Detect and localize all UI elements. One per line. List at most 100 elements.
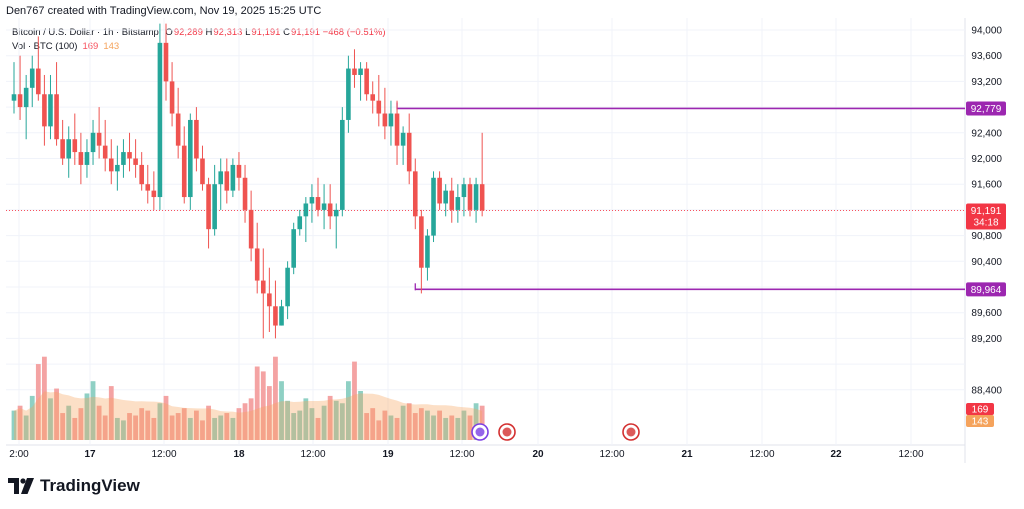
volume-bar: [333, 400, 339, 440]
high-value: 92,313: [213, 27, 243, 38]
ohlc-legend: Bitcoin / U.S. Dollar · 1h · Bitstamp O 9…: [12, 27, 386, 38]
candle-body: [376, 100, 382, 114]
volume-bar: [455, 417, 461, 440]
low-label: L: [245, 27, 251, 38]
candle-body: [72, 139, 78, 153]
candle-body: [467, 184, 473, 210]
price-tick-label: 92,000: [971, 154, 1002, 165]
current-price-label: 91,191: [971, 206, 1002, 217]
time-tick-label: 21: [681, 449, 693, 460]
candle-body: [370, 94, 376, 101]
candle-body: [273, 306, 278, 326]
us-flag-event-icon: [622, 423, 640, 441]
candle-body: [102, 145, 108, 159]
volume-bar: [60, 413, 66, 440]
candle-body: [431, 177, 436, 236]
candle-body: [218, 171, 224, 185]
volume-bar: [479, 405, 485, 440]
volume-bar: [29, 395, 35, 440]
chart-attribution: Den767 created with TradingView.com, Nov…: [6, 5, 322, 17]
time-tick-label: 18: [233, 449, 245, 460]
candle-body: [48, 94, 53, 127]
volume-bar: [23, 415, 29, 440]
candle-body: [340, 119, 345, 210]
time-tick-label: 20: [532, 449, 544, 460]
candle-body: [224, 171, 230, 191]
volume-bar: [230, 417, 236, 440]
price-tick-label: 89,600: [971, 308, 1002, 319]
volume-bar: [218, 415, 224, 440]
volume-bar: [461, 410, 467, 440]
candle-body: [412, 171, 418, 217]
candle-body: [181, 145, 187, 198]
candle-body: [90, 132, 96, 153]
level-price-badge: [966, 101, 1006, 116]
volume-bar: [327, 395, 333, 440]
volume-badge: [966, 415, 994, 427]
price-chart[interactable]: 89,20089,60090,00090,40090,80091,20091,6…: [0, 18, 1024, 468]
open-label: O: [165, 27, 173, 38]
tradingview-logo[interactable]: TradingView: [8, 476, 140, 496]
candle-body: [157, 42, 163, 198]
event-markers: [471, 423, 640, 441]
price-tick-label: 91,600: [971, 180, 1002, 191]
candle-body: [333, 209, 339, 217]
candle-body: [388, 113, 394, 127]
event-marker-core: [475, 427, 485, 437]
volume-bar: [285, 400, 290, 440]
candle-body: [66, 139, 72, 159]
volume-bar: [42, 356, 47, 440]
candle-body: [23, 87, 29, 108]
volume-label[interactable]: Vol · BTC (100): [12, 41, 78, 52]
level-price-badge-label: 89,964: [971, 285, 1002, 296]
volume-bar: [425, 410, 430, 440]
volume-bar: [187, 417, 193, 440]
volume-bars: [11, 356, 485, 440]
close-value: 91,191: [290, 27, 321, 38]
volume-badge-label: 169: [972, 405, 989, 416]
symbol-title[interactable]: Bitcoin / U.S. Dollar · 1h · Bitstamp: [12, 27, 159, 38]
level-price-badge: [966, 282, 1006, 297]
price-change: −468 (−0.51%): [322, 27, 386, 38]
volume-bar: [224, 413, 230, 440]
candle-body: [321, 203, 327, 210]
volume-bar: [279, 381, 284, 440]
volume-bar: [412, 413, 418, 440]
candle-body: [151, 190, 157, 198]
volume-bar: [431, 415, 436, 440]
volume-bar: [181, 408, 187, 440]
volume-bar: [35, 364, 41, 440]
candle-body: [78, 152, 84, 165]
candle-body: [260, 280, 266, 294]
candle-body: [461, 184, 467, 198]
volume-bar: [200, 420, 205, 440]
candlestick-series: [11, 23, 485, 339]
time-axis: 2:00 17 12:00 18 12:00 19 12:00 20 12:00 21 12:00 2…: [9, 449, 924, 460]
candle-body: [327, 203, 333, 217]
volume-bar: [388, 415, 394, 440]
time-tick-label: 2:00: [9, 449, 29, 460]
volume-bar: [96, 405, 102, 440]
candle-body: [358, 68, 363, 75]
volume-bar: [72, 417, 78, 440]
time-tick-label: 12:00: [599, 449, 624, 460]
candle-body: [279, 306, 284, 326]
candle-body: [267, 293, 272, 307]
time-tick-label: 12:00: [151, 449, 176, 460]
volume-bar: [102, 415, 108, 440]
volume-bar: [17, 405, 23, 440]
candle-body: [309, 197, 315, 204]
volume-bar: [145, 410, 151, 440]
price-tick-label: 93,600: [971, 51, 1002, 62]
candle-body: [139, 164, 144, 185]
volume-ma-value: 143: [103, 41, 120, 52]
volume-bar: [169, 415, 175, 440]
volume-bar: [382, 410, 388, 440]
candle-body: [169, 81, 175, 114]
candle-body: [194, 119, 199, 159]
candle-body: [236, 164, 242, 178]
volume-bar: [157, 403, 163, 440]
volume-bar: [133, 415, 138, 440]
us-flag-event-icon: [498, 423, 516, 441]
